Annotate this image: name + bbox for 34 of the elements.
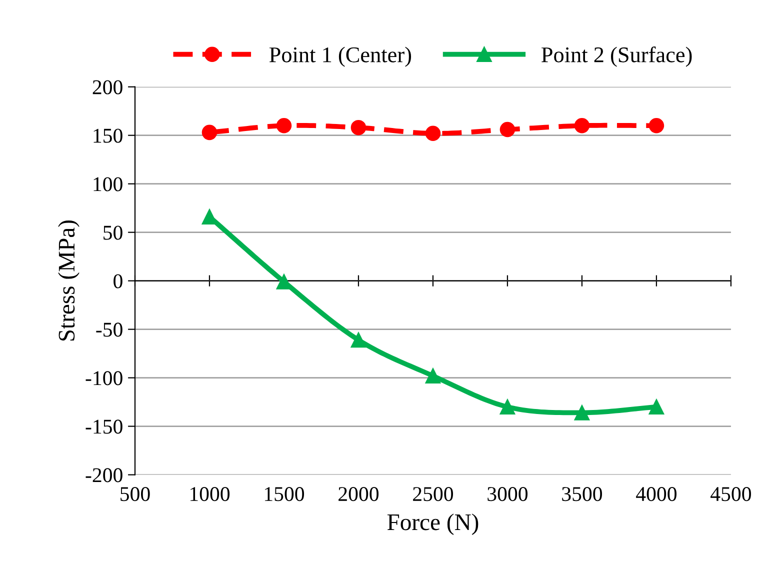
point — [276, 118, 292, 134]
y-tick-label: -100 — [86, 371, 122, 386]
y-tick-label: 0 — [114, 274, 122, 288]
point — [500, 122, 516, 138]
y-tick-label: -50 — [96, 322, 122, 337]
x-tick-label: 500 — [120, 487, 150, 502]
point — [425, 126, 441, 142]
point — [648, 118, 664, 134]
x-tick-label: 4000 — [636, 487, 676, 502]
point — [425, 368, 441, 384]
point — [574, 405, 590, 420]
y-axis-title: Stress (MPa) — [58, 220, 80, 341]
point — [500, 399, 516, 415]
x-tick-label: 2500 — [413, 487, 454, 502]
point — [574, 118, 590, 134]
y-tick-label: 100 — [94, 177, 122, 192]
x-tick-label: 3500 — [562, 487, 602, 502]
y-tick-label: -200 — [86, 468, 122, 482]
y-tick-label: 150 — [94, 128, 122, 143]
y-tick-label: 200 — [92, 80, 122, 94]
x-tick-label: 2000 — [338, 487, 379, 502]
legend-label: Point 1 (Center) — [269, 46, 412, 67]
x-tick-label: 4500 — [710, 487, 751, 502]
point — [350, 120, 366, 136]
point — [648, 399, 664, 415]
point — [202, 124, 218, 140]
x-tick-label: 1000 — [190, 487, 230, 502]
x-tick-label: 3000 — [488, 487, 528, 502]
x-tick-label: 1500 — [264, 487, 304, 502]
point — [350, 332, 366, 348]
legend-label: Point 2 (Surface) — [542, 46, 692, 67]
y-tick-label: -150 — [86, 420, 122, 434]
y-tick-label: 50 — [104, 226, 122, 240]
x-axis-title: Force (N) — [387, 514, 478, 535]
